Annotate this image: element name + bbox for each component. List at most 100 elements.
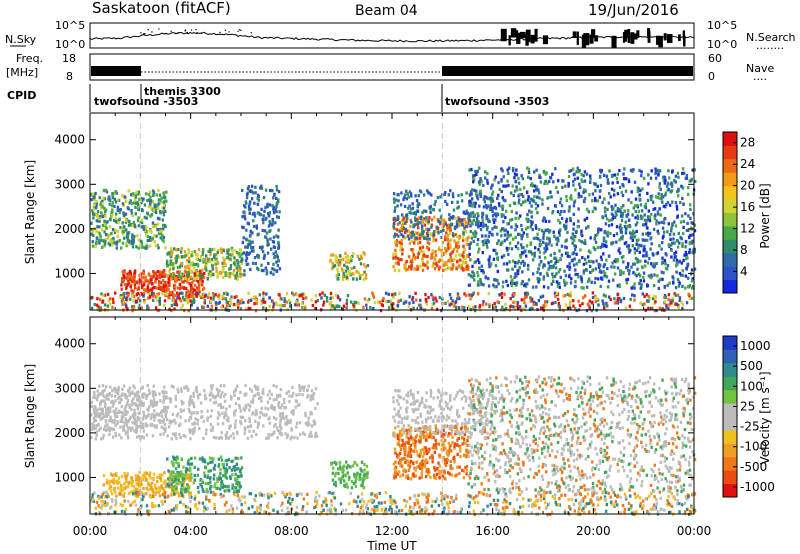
range-cell [153, 424, 156, 428]
range-cell [581, 180, 584, 184]
range-cell [568, 205, 571, 209]
range-cell [593, 198, 597, 203]
range-cell [130, 222, 133, 227]
range-cell [512, 305, 515, 309]
range-cell [468, 293, 471, 297]
range-cell [545, 244, 548, 248]
range-cell [371, 291, 374, 295]
range-cell [442, 223, 445, 227]
range-cell [272, 405, 275, 409]
range-cell [301, 393, 304, 397]
range-cell [625, 266, 628, 270]
range-cell [355, 301, 358, 305]
range-cell [191, 428, 194, 432]
range-cell [539, 306, 543, 310]
range-cell [230, 295, 233, 299]
range-cell [462, 231, 465, 235]
range-cell [390, 302, 393, 306]
range-cell [628, 250, 631, 254]
range-cell [665, 303, 668, 307]
range-cell [662, 234, 665, 238]
range-cell [144, 232, 148, 237]
range-cell [104, 210, 107, 214]
range-cell [124, 220, 128, 224]
range-cell [275, 269, 279, 273]
range-cell [444, 247, 447, 251]
range-cell [134, 201, 137, 205]
range-cell [665, 203, 668, 207]
range-cell [478, 304, 482, 308]
range-cell [121, 270, 124, 274]
range-cell [212, 273, 215, 277]
range-cell [191, 432, 195, 436]
range-cell [618, 297, 621, 301]
range-cell [633, 247, 636, 251]
range-cell [286, 418, 289, 422]
range-cell [491, 192, 494, 196]
range-cell [412, 233, 416, 237]
range-cell [219, 395, 222, 399]
nsky-spike [682, 30, 686, 40]
range-cell [159, 232, 163, 236]
range-cell [118, 210, 121, 214]
colorbar-segment [723, 266, 737, 281]
range-cell [580, 277, 583, 282]
range-cell [629, 236, 633, 240]
range-cell [281, 304, 285, 308]
range-cell [381, 299, 385, 303]
range-cell [133, 198, 137, 202]
range-cell [520, 251, 524, 255]
range-cell [439, 216, 443, 220]
range-cell [231, 248, 234, 252]
range-cell [667, 169, 670, 173]
range-cell [171, 250, 174, 254]
range-cell [172, 299, 175, 303]
range-cell [94, 396, 97, 400]
range-cell [174, 294, 178, 298]
range-cell [140, 400, 143, 404]
range-cell [501, 207, 504, 211]
range-cell [414, 291, 417, 295]
range-cell [661, 226, 665, 230]
range-cell [211, 247, 214, 252]
range-cell [157, 292, 160, 296]
range-cell [96, 412, 99, 416]
range-cell [168, 425, 171, 429]
range-cell [400, 239, 403, 243]
range-cell [253, 214, 257, 218]
range-cell [601, 200, 604, 204]
range-cell [520, 246, 524, 250]
range-cell [220, 431, 223, 435]
range-cell [616, 192, 620, 196]
range-cell [650, 242, 653, 246]
range-cell [411, 230, 414, 234]
range-cell [580, 229, 583, 233]
range-cell [684, 257, 688, 261]
range-cell [262, 196, 266, 200]
range-cell [233, 390, 236, 394]
range-cell [314, 406, 317, 410]
range-cell [140, 386, 143, 390]
range-cell [531, 184, 534, 188]
range-cell [647, 295, 650, 299]
range-cell [158, 413, 161, 417]
range-cell [257, 392, 261, 396]
range-cell [512, 193, 515, 198]
range-cell [124, 420, 127, 424]
range-cell [268, 203, 272, 207]
range-cell [167, 277, 170, 281]
range-cell [103, 219, 106, 223]
range-cell [156, 222, 160, 226]
range-cell [644, 202, 647, 206]
range-cell [582, 174, 585, 178]
range-cell [397, 269, 401, 273]
range-cell [189, 437, 192, 441]
range-cell [142, 410, 145, 414]
range-cell [494, 264, 498, 268]
range-cell [608, 191, 611, 196]
nsearch-dot [240, 29, 242, 32]
range-cell [529, 225, 532, 229]
range-cell [599, 284, 602, 288]
range-cell [91, 229, 95, 233]
range-cell [530, 222, 533, 226]
